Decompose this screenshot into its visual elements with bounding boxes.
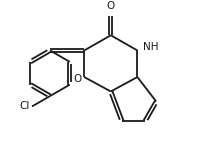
Text: Cl: Cl bbox=[20, 101, 30, 111]
Text: O: O bbox=[73, 74, 81, 84]
Text: NH: NH bbox=[143, 42, 158, 52]
Text: O: O bbox=[107, 1, 115, 11]
